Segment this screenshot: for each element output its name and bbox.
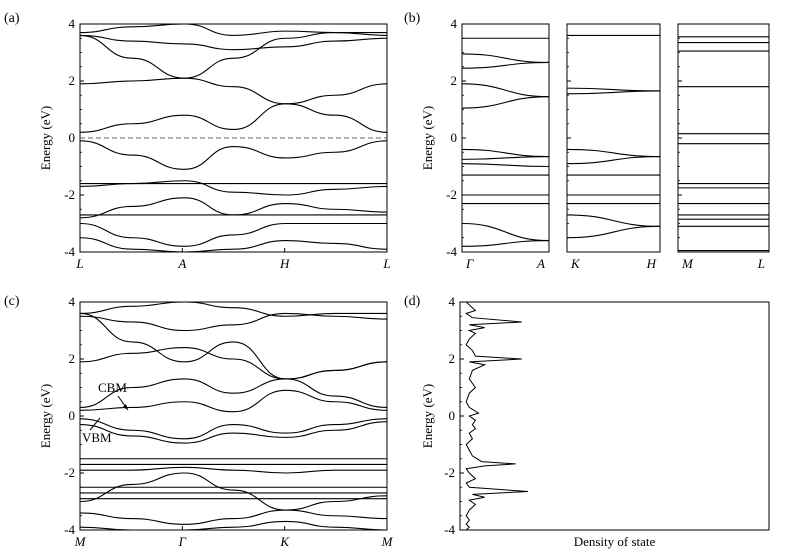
panel-b-xtick-label: M: [681, 256, 694, 271]
panel-a-band: [79, 23, 388, 36]
panel-d-ylabel: Energy (eV): [420, 384, 435, 448]
panel-b-band: [461, 222, 550, 242]
panel-a-band: [79, 103, 388, 133]
panel-b-band: [461, 96, 550, 109]
panel-b-sub-frame: [677, 23, 770, 253]
panel-d-ytick-label: 4: [449, 294, 456, 309]
panel-a-ylabel: Energy (eV): [38, 106, 53, 170]
panel-c-ylabel: Energy (eV): [38, 384, 53, 448]
vbm-arrow: [89, 417, 101, 431]
panel-b-xtick-label: L: [757, 256, 765, 271]
panel-c-xtick-label: K: [279, 534, 290, 549]
panel-a-xtick-label: L: [75, 256, 83, 271]
panel-c-ytick-label: -2: [64, 465, 75, 480]
panel-c-label: (c): [4, 294, 20, 309]
panel-b-ylabel: Energy (eV): [420, 106, 435, 170]
panel-b-xtick-label: A: [536, 256, 545, 271]
panel-c-band: [79, 312, 388, 332]
panel-b-xtick-label: K: [570, 256, 581, 271]
panel-a-band: [79, 34, 388, 51]
panel-d-label: (d): [404, 294, 421, 309]
panel-c-xtick-label: Γ: [178, 534, 187, 549]
panel-c-band: [79, 421, 388, 444]
panel-b-ytick-label: -2: [446, 187, 457, 202]
panel-a-ytick-label: -4: [64, 244, 75, 259]
panel-d-ytick-label: 2: [449, 351, 456, 366]
panel-a-xtick-label: L: [382, 256, 390, 271]
cbm-arrow-head: [123, 404, 128, 410]
panel-c-band: [79, 520, 388, 531]
dos-curve: [465, 301, 529, 531]
panel-c-xtick-label: M: [74, 534, 87, 549]
panel-a-ytick-label: 0: [69, 130, 76, 145]
panel-b-band: [461, 240, 550, 247]
panel-b-band: [566, 87, 661, 92]
panel-d: (d) -4 -2 0 2 4 Energy (eV) Density of state: [404, 294, 770, 549]
panel-a-label: (a): [4, 11, 20, 26]
panel-b-band: [461, 53, 550, 64]
panel-d-ytick-label: -2: [444, 465, 455, 480]
panel-b-band: [461, 61, 550, 69]
panel-b-sub-frame: [566, 23, 661, 253]
panel-a-ytick-label: -2: [64, 187, 75, 202]
panel-c-ytick-label: 4: [69, 294, 76, 309]
panel-b-band: [461, 83, 550, 98]
panel-c-ytick-label: 2: [69, 351, 76, 366]
panel-b-xtick-label: Γ: [465, 256, 474, 271]
panel-b-xtick-label: H: [646, 256, 657, 271]
panel-b-subplot: -4 -2 0 2 4 Γ A: [446, 16, 550, 271]
panel-c-ytick-label: -4: [64, 522, 75, 537]
panel-b-band: [461, 155, 550, 160]
panel-a-xtick-label: A: [177, 256, 186, 271]
panel-c-band: [79, 301, 387, 317]
vbm-annotation: VBM: [82, 430, 112, 445]
panel-d-xlabel: Density of state: [574, 534, 656, 549]
panel-c-band: [79, 418, 388, 440]
panel-c-ytick-label: 0: [69, 408, 76, 423]
cbm-annotation: CBM: [98, 380, 127, 395]
panel-a-band: [79, 197, 388, 219]
panel-a-band: [79, 237, 388, 253]
panel-b-band: [566, 148, 661, 158]
panel-c-band: [79, 472, 388, 511]
panel-b-band: [461, 163, 550, 168]
panel-c: (c) -4 -2 0 2 4 Energy (eV) M Γ K M CBM VBM: [4, 294, 394, 549]
panel-b-ytick-label: 4: [451, 16, 458, 31]
panel-d-frame: [459, 301, 770, 531]
panel-b-ytick-label: 2: [451, 73, 458, 88]
panel-d-ytick-label: -4: [444, 522, 455, 537]
panel-c-band: [79, 389, 388, 413]
panel-c-band: [79, 378, 388, 408]
panel-a-ytick-label: 4: [69, 16, 76, 31]
panel-b-band: [566, 90, 661, 95]
panel-b-label: (b): [404, 11, 421, 26]
panel-a-band: [79, 77, 388, 105]
panel-b-band: [566, 155, 661, 165]
panel-c-band: [79, 509, 388, 525]
panel-c-xtick-label: M: [381, 534, 394, 549]
panel-c-band: [79, 347, 388, 380]
panel-b-ytick-label: -4: [446, 244, 457, 259]
panel-b-band: [566, 225, 661, 239]
panel-b-band: [461, 148, 550, 158]
panel-a-band: [79, 180, 388, 196]
panel-c-band: [79, 466, 387, 474]
panel-b-band: [566, 214, 661, 227]
panel-a-xtick-label: H: [279, 256, 290, 271]
panel-c-band: [79, 312, 388, 380]
panel-c-frame: [79, 301, 388, 531]
panel-a-ytick-label: 2: [69, 73, 76, 88]
panel-d-ytick-label: 0: [449, 408, 456, 423]
panel-a-band: [79, 31, 387, 79]
panel-a-band: [79, 140, 388, 170]
panel-a-band: [79, 222, 387, 247]
panel-a: (a) -4 -2 0 2 4 Energy (eV) L A H L: [4, 11, 391, 271]
panel-b-ytick-label: 0: [451, 130, 458, 145]
